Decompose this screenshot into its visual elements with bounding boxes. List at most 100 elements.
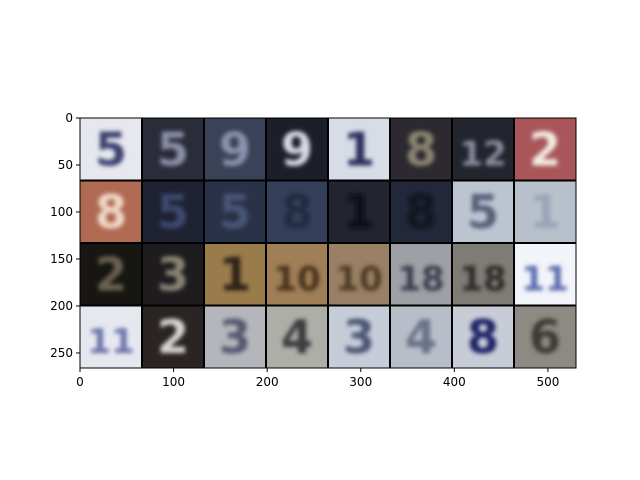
image-tile: 3 [328,305,390,368]
image-tile: 8 [390,118,452,181]
tile-background [80,305,142,368]
tile-digit: 8 [405,122,437,176]
image-tile: 2 [142,305,204,368]
tile-background [514,243,576,306]
tile-background [266,243,328,306]
tile-digit: 2 [157,310,189,364]
tile-background [328,180,390,243]
tile-digit: 10 [273,259,320,299]
image-tile: 3 [204,305,266,368]
y-tick-label: 0 [65,111,73,125]
y-tick-label: 200 [50,299,73,313]
tile-background [80,243,142,306]
image-tile: 2 [514,118,576,181]
x-tick-label: 0 [76,375,84,389]
image-tile: 3 [142,243,204,306]
tile-digit: 1 [219,247,251,301]
tile-background [452,180,514,243]
y-tick-label: 50 [58,158,73,172]
image-tile: 11 [80,305,142,368]
tile-digit: 3 [219,310,251,364]
tile-background [80,180,142,243]
x-tick-label: 300 [349,375,372,389]
image-tile: 5 [204,180,266,243]
tile-background [204,118,266,181]
tile-digit: 5 [157,185,189,239]
tile-background [266,118,328,181]
tile-background [514,180,576,243]
x-tick-label: 200 [256,375,279,389]
image-tile: 1 [204,243,266,306]
tile-digit: 10 [335,259,382,299]
image-tile: 1 [328,180,390,243]
tile-background [142,118,204,181]
tile-digit: 9 [281,122,313,176]
tile-background [390,180,452,243]
image-tile: 5 [80,118,142,181]
tile-background [142,243,204,306]
y-tick-label: 150 [50,252,73,266]
tile-background [390,118,452,181]
tile-digit: 9 [219,122,251,176]
image-tile: 8 [390,180,452,243]
tile-digit: 1 [343,122,375,176]
image-tile: 10 [266,243,328,306]
tile-background [328,118,390,181]
image-tile: 1 [328,118,390,181]
tile-background [452,243,514,306]
tile-background [266,305,328,368]
y-axis: 0 50 100 150 200 250 [50,111,80,360]
image-tile: 4 [390,305,452,368]
tile-digit: 8 [95,185,127,239]
image-tile: 9 [204,118,266,181]
tile-digit: 11 [87,322,134,362]
image-tile: 8 [452,305,514,368]
image-tile: 6 [514,305,576,368]
y-tick-label: 250 [50,346,73,360]
tile-digit: 4 [405,310,437,364]
tile-digit: 5 [157,122,189,176]
tile-digit: 2 [529,122,561,176]
tile-separators [80,118,576,368]
x-tick-label: 500 [536,375,559,389]
image-tile: 12 [452,118,514,181]
tile-background [204,180,266,243]
tile-background [142,180,204,243]
tile-digit: 1 [529,185,561,239]
tile-background [390,243,452,306]
tile-background [514,305,576,368]
tile-background [328,243,390,306]
tile-digit: 1 [343,185,375,239]
x-tick-label: 100 [162,375,185,389]
image-tile: 9 [266,118,328,181]
tile-digit: 2 [95,247,127,301]
tile-background [452,305,514,368]
image-tile: 8 [80,180,142,243]
x-tick-label: 400 [443,375,466,389]
tile-background [266,180,328,243]
tile-digit: 3 [157,247,189,301]
tile-digit: 12 [459,134,506,174]
tile-digit: 18 [397,259,444,299]
image-tile: 5 [142,118,204,181]
y-tick-label: 100 [50,205,73,219]
tile-digit: 5 [219,185,251,239]
tile-digit: 8 [405,185,437,239]
image-tile: 8 [266,180,328,243]
image-tile: 18 [452,243,514,306]
tile-background [390,305,452,368]
tile-background [328,305,390,368]
tile-digit: 4 [281,310,313,364]
tile-background [204,305,266,368]
image-tile: 11 [514,243,576,306]
tile-digit: 5 [95,122,127,176]
tile-digit: 6 [529,310,561,364]
image-tile: 5 [142,180,204,243]
tile-background [452,118,514,181]
x-axis: 0 100 200 300 400 500 [76,368,559,389]
tile-digit: 3 [343,310,375,364]
image-tile: 1 [514,180,576,243]
tile-digit: 18 [459,259,506,299]
